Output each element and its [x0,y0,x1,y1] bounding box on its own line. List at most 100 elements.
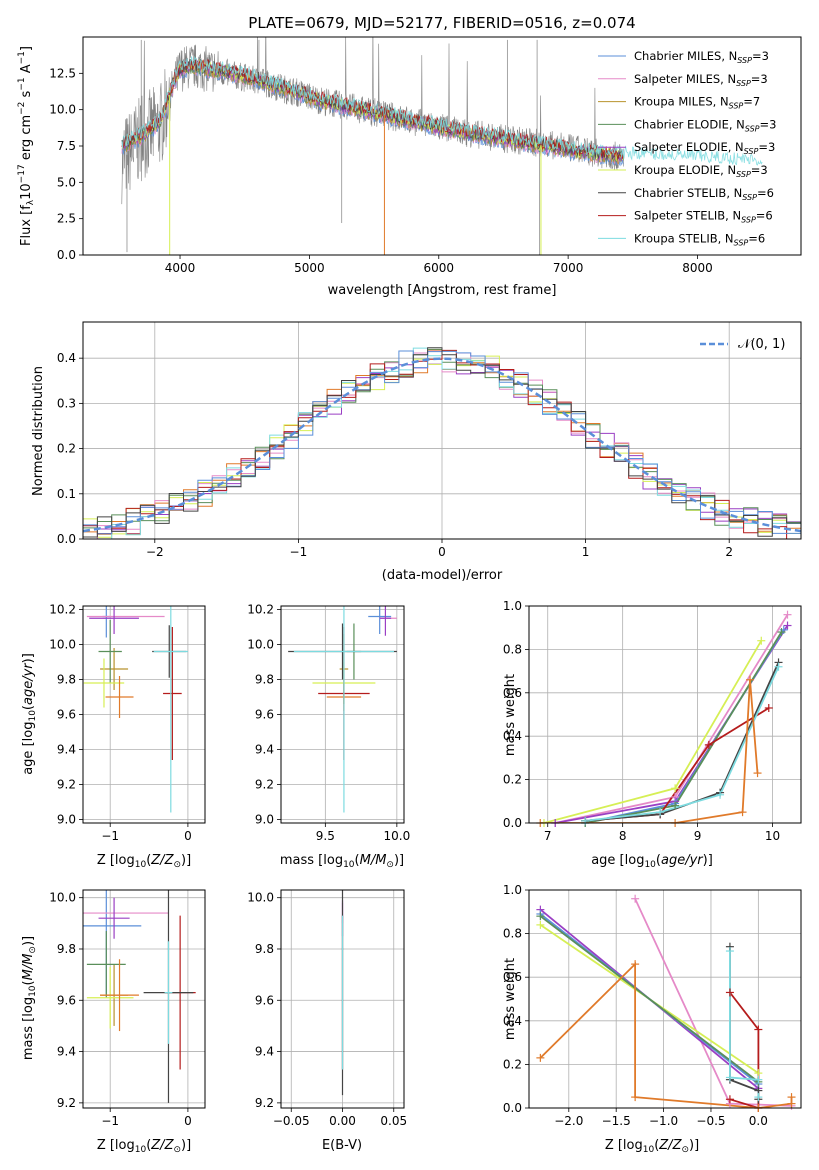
x-tick-label: −2 [146,545,164,559]
x-tick-label: −1.0 [649,1114,678,1128]
y-tick-label: 2.5 [57,212,76,226]
legend-label-chabrier_elodie: Chabrier ELODIE, NSSP=3 [634,117,776,133]
gaussian-curve [83,357,801,533]
legend-label-salpeter_stelib: Salpeter STELIB, NSSP=6 [634,209,773,225]
massweight-vs-age-axes: 7 8 9 10 0.0 0.2 0.4 0.6 0.8 1.0 [503,599,802,843]
mass-vs-z-panel: −1 0 9.2 9.4 9.6 9.8 10.0 Z [log10(Z/Z⊙)] mass… [21,889,206,1155]
plot-area [83,890,196,1103]
massweight-vs-age-panel: 7 8 9 10 0.0 0.2 0.4 0.6 0.8 1.0 age [log10(age/y… [503,599,802,870]
plot-area [539,898,793,1108]
gaussian-legend-label: 𝒩(0, 1) [738,337,785,352]
y-tick-label: 0.2 [503,773,522,787]
x-tick-label: 5000 [294,261,325,275]
x-tick-label: −1 [101,1114,119,1128]
y-tick-label: 9.6 [57,993,76,1007]
y-tick-label: 9.2 [57,778,76,792]
histogram-chabrier_stelib [83,347,801,538]
y-tick-label: 1.0 [503,599,522,613]
y-tick-label: 1.0 [503,883,522,897]
series-line-salpeter_stelib [729,991,760,1108]
x-tick-label: 1 [582,545,590,559]
y-tick-label: 9.8 [255,673,274,687]
mass-vs-ebv-panel: −0.05 0.00 0.05 9.2 9.4 9.6 9.8 10.0 E(B-V) [247,889,407,1153]
y-tick-label: 9.0 [255,813,274,827]
y-tick-label: 0.4 [503,1014,522,1028]
age-vs-mass-panel: 9.5 10.0 9.0 9.2 9.4 9.6 9.8 10.0 10.2 mass [log… [247,603,410,871]
y-tick-label: 0.6 [503,970,522,984]
x-tick-label: 8 [619,829,627,843]
y-tick-label: 9.8 [57,673,76,687]
y-tick-label: 0.0 [503,816,522,830]
y-tick-label: 9.8 [255,942,274,956]
y-tick-label: 9.0 [57,813,76,827]
y-tick-label: 9.2 [255,778,274,792]
x-tick-label: −0.05 [273,1114,310,1128]
mass-vs-z-axes: −1 0 9.2 9.4 9.6 9.8 10.0 [49,889,206,1128]
y-tick-label: 9.4 [255,743,274,757]
series-line-chabrier_elodie [539,915,759,1083]
massweight-vs-z-ylabel: mass weight [503,958,518,1040]
age-vs-mass-xlabel: mass [log10(M/M⊙)] [280,853,404,870]
y-tick-label: 9.2 [57,1096,76,1110]
x-tick-label: 7 [544,829,552,843]
x-tick-label: 9.5 [316,829,335,843]
legend-label-kroupa_stelib: Kroupa STELIB, NSSP=6 [634,231,765,247]
residuals-xlabel: (data-model)/error [382,568,503,583]
residuals-axes: −2 −1 0 1 2 0.0 0.1 0.2 0.3 0.4 [57,321,802,559]
plot-area [540,614,789,823]
x-tick-label: −1.5 [602,1114,631,1128]
y-tick-label: 0.4 [503,729,522,743]
mass-vs-z-ylabel: mass [log10(M/M⊙)] [21,936,38,1060]
y-tick-label: 5.0 [57,175,76,189]
y-tick-label: 0.8 [503,927,522,941]
x-tick-label: 6000 [423,261,454,275]
age-vs-z-panel: −1 0 9.0 9.2 9.4 9.6 9.8 10.0 10.2 Z [log10(Z/Z⊙… [21,603,206,870]
age-vs-z-axes: −1 0 9.0 9.2 9.4 9.6 9.8 10.0 10.2 [49,603,206,843]
x-tick-label: 8000 [682,261,713,275]
axes-frame [280,605,405,824]
axes-frame [528,605,802,824]
spectrum-panel: PLATE=0679, MJD=52177, FIBERID=0516, z=0… [17,14,802,298]
y-tick-label: 0.0 [503,1101,522,1115]
legend-label-chabrier_miles: Chabrier MILES, NSSP=3 [634,49,769,65]
x-tick-label: 9 [694,829,702,843]
y-tick-label: 9.4 [255,1045,274,1059]
y-tick-label: 9.2 [255,1096,274,1110]
axes-frame [528,889,802,1109]
mass-vs-ebv-xlabel: E(B-V) [322,1138,362,1153]
spectrum-axes: 4000 5000 6000 7000 8000 0.0 2.5 5.0 7.5 10.0 12.5 [49,36,802,275]
y-tick-label: 0.3 [57,396,76,410]
age-vs-mass-axes: 9.5 10.0 9.0 9.2 9.4 9.6 9.8 10.0 10.2 [247,603,410,844]
plot-area [288,606,397,813]
axes-frame [280,889,405,1109]
axes-frame [82,605,206,824]
y-tick-label: 0.8 [503,642,522,656]
y-tick-label: 0.2 [503,1057,522,1071]
y-tick-label: 0.4 [57,351,76,365]
series-line-salpeter_miles [634,898,792,1107]
x-tick-label: 0 [184,829,192,843]
massweight-vs-age-xlabel: age [log10(age/yr)] [591,853,713,870]
y-tick-label: 12.5 [49,66,76,80]
x-tick-label: 2 [725,545,733,559]
residuals-panel: −2 −1 0 1 2 0.0 0.1 0.2 0.3 0.4 (data-model)/erro… [31,321,802,583]
x-tick-label: −2.0 [554,1114,583,1128]
spectrum-title: PLATE=0679, MJD=52177, FIBERID=0516, z=0… [248,14,635,32]
x-tick-label: 0.0 [749,1114,768,1128]
spectrum-ylabel: Flux [fλ10−17 erg cm−2 s−1 A−1] [17,46,36,246]
y-tick-label: 7.5 [57,139,76,153]
y-tick-label: 10.0 [49,638,76,652]
residuals-legend: 𝒩(0, 1) [700,337,785,352]
spectrum-legend: Chabrier MILES, NSSP=3 Salpeter MILES, NS… [598,49,776,247]
y-tick-label: 9.8 [57,942,76,956]
x-tick-label: 0 [438,545,446,559]
x-tick-label: −1 [101,829,119,843]
legend-label-salpeter_miles: Salpeter MILES, NSSP=3 [634,72,768,88]
massweight-vs-z-xlabel: Z [log10(Z/Z⊙)] [605,1138,699,1155]
y-tick-label: 10.2 [247,603,274,617]
spectrum-xlabel: wavelength [Angstrom, rest frame] [328,283,557,298]
mass-vs-z-xlabel: Z [log10(Z/Z⊙)] [97,1138,191,1155]
y-tick-label: 9.6 [57,708,76,722]
axes-frame [82,36,802,256]
